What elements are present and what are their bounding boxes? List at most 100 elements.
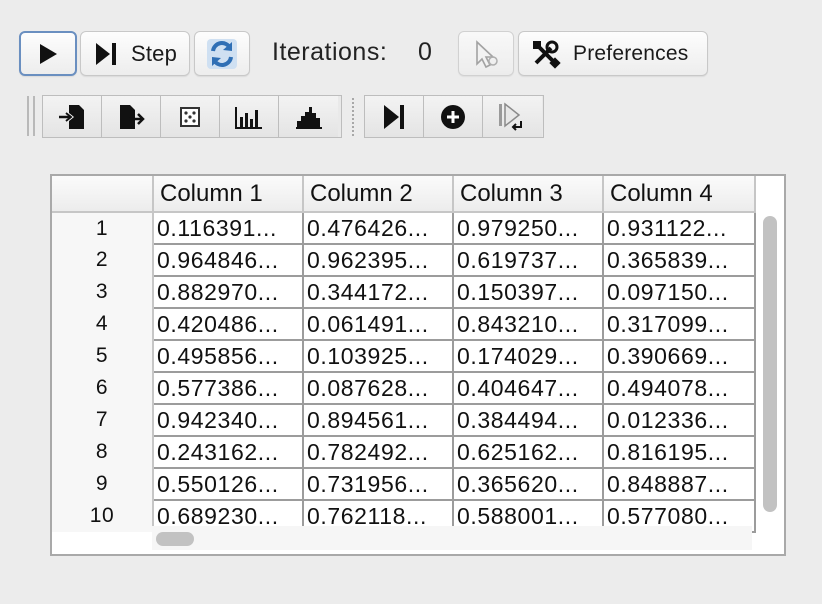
table-cell[interactable]: 0.384494... (453, 404, 604, 437)
column-header-4[interactable]: Column 4 (603, 176, 756, 213)
row-number: 8 (52, 436, 154, 468)
vertical-scrollbar[interactable] (763, 216, 777, 512)
step-end-button[interactable] (365, 96, 424, 137)
run-button[interactable] (19, 31, 77, 76)
table-cell[interactable]: 0.174029... (453, 340, 604, 373)
toolbar-grip[interactable] (27, 96, 29, 136)
step-toolbar (364, 95, 544, 138)
table-cell[interactable]: 0.243162... (153, 436, 304, 469)
table-cell[interactable]: 0.782492... (303, 436, 454, 469)
row-number: 6 (52, 372, 154, 404)
import-button[interactable] (43, 96, 102, 137)
row-number: 3 (52, 276, 154, 308)
row-header-corner (52, 176, 154, 213)
step-return-button[interactable] (483, 96, 542, 137)
table-cell[interactable]: 0.964846... (153, 244, 304, 277)
table-row[interactable]: 2 0.964846... 0.962395... 0.619737... 0.3658… (52, 244, 756, 277)
row-number: 5 (52, 340, 154, 372)
cursor-button[interactable] (458, 31, 514, 76)
bar-chart-icon (235, 106, 262, 129)
table-row[interactable]: 6 0.577386... 0.087628... 0.404647... 0.4940… (52, 372, 756, 405)
table-row[interactable]: 8 0.243162... 0.782492... 0.625162... 0.8161… (52, 436, 756, 469)
table-cell[interactable]: 0.848887... (603, 468, 756, 501)
histogram-button[interactable] (279, 96, 338, 137)
random-button[interactable] (161, 96, 220, 137)
table-cell[interactable]: 0.625162... (453, 436, 604, 469)
preferences-label: Preferences (573, 41, 689, 65)
dice-icon (180, 106, 200, 127)
tools-icon (533, 40, 561, 69)
table-cell[interactable]: 0.087628... (303, 372, 454, 405)
table-row[interactable]: 5 0.495856... 0.103925... 0.174029... 0.3906… (52, 340, 756, 373)
table-cell[interactable]: 0.097150... (603, 276, 756, 309)
table-cell[interactable]: 0.894561... (303, 404, 454, 437)
table-cell[interactable]: 0.962395... (303, 244, 454, 277)
column-header-2[interactable]: Column 2 (303, 176, 454, 213)
table-cell[interactable]: 0.476426... (303, 212, 454, 245)
bar-chart-button[interactable] (220, 96, 279, 137)
row-number: 2 (52, 244, 154, 276)
add-button[interactable] (424, 96, 483, 137)
cursor-icon (476, 39, 498, 68)
table-cell[interactable]: 0.103925... (303, 340, 454, 373)
toolbar-separator (352, 98, 354, 136)
table-row[interactable]: 9 0.550126... 0.731956... 0.365620... 0.8488… (52, 468, 756, 501)
table-cell[interactable]: 0.344172... (303, 276, 454, 309)
table-cell[interactable]: 0.116391... (153, 212, 304, 245)
table-cell[interactable]: 0.816195... (603, 436, 756, 469)
data-table-panel: Column 1 Column 2 Column 3 Column 4 1 0.1… (50, 174, 786, 556)
iterations-value: 0 (418, 38, 432, 66)
table-cell[interactable]: 0.365839... (603, 244, 756, 277)
reset-button[interactable] (194, 31, 250, 76)
table-cell[interactable]: 0.731956... (303, 468, 454, 501)
table-cell[interactable]: 0.577386... (153, 372, 304, 405)
export-icon (120, 104, 145, 129)
step-button[interactable]: Step (80, 31, 190, 76)
row-number: 7 (52, 404, 154, 436)
table-cell[interactable]: 0.061491... (303, 308, 454, 341)
table-cell[interactable]: 0.495856... (153, 340, 304, 373)
table-cell[interactable]: 0.365620... (453, 468, 604, 501)
row-number: 9 (52, 468, 154, 500)
row-number: 4 (52, 308, 154, 340)
export-button[interactable] (102, 96, 161, 137)
table-cell[interactable]: 0.942340... (153, 404, 304, 437)
step-end-icon (384, 104, 404, 129)
histogram-icon (295, 106, 322, 129)
table-row[interactable]: 1 0.116391... 0.476426... 0.979250... 0.9311… (52, 212, 756, 245)
row-number: 1 (52, 212, 154, 244)
horizontal-scrollbar[interactable] (156, 532, 194, 546)
table-cell[interactable]: 0.882970... (153, 276, 304, 309)
table-row[interactable]: 4 0.420486... 0.061491... 0.843210... 0.3170… (52, 308, 756, 341)
preferences-button[interactable]: Preferences (518, 31, 708, 76)
table-cell[interactable]: 0.979250... (453, 212, 604, 245)
table-cell[interactable]: 0.150397... (453, 276, 604, 309)
toolbar-grip-inner (33, 96, 35, 136)
table-header-row: Column 1 Column 2 Column 3 Column 4 (52, 176, 756, 213)
horizontal-scroll-track (152, 526, 752, 550)
column-header-3[interactable]: Column 3 (453, 176, 604, 213)
play-icon (40, 43, 57, 64)
iterations-label: Iterations: (272, 38, 388, 66)
table-cell[interactable]: 0.012336... (603, 404, 756, 437)
table-cell[interactable]: 0.317099... (603, 308, 756, 341)
column-header-1[interactable]: Column 1 (153, 176, 304, 213)
step-label: Step (130, 40, 178, 66)
table-row[interactable]: 7 0.942340... 0.894561... 0.384494... 0.0123… (52, 404, 756, 437)
data-table: Column 1 Column 2 Column 3 Column 4 1 0.1… (52, 176, 756, 533)
add-circle-icon (441, 104, 465, 129)
table-cell[interactable]: 0.931122... (603, 212, 756, 245)
table-cell[interactable]: 0.390669... (603, 340, 756, 373)
row-number: 10 (52, 500, 154, 532)
refresh-icon (207, 38, 237, 69)
table-cell[interactable]: 0.420486... (153, 308, 304, 341)
table-cell[interactable]: 0.550126... (153, 468, 304, 501)
step-return-icon (498, 101, 522, 131)
data-toolbar (42, 95, 342, 138)
table-cell[interactable]: 0.494078... (603, 372, 756, 405)
step-forward-icon (95, 42, 116, 65)
table-cell[interactable]: 0.843210... (453, 308, 604, 341)
table-row[interactable]: 3 0.882970... 0.344172... 0.150397... 0.0971… (52, 276, 756, 309)
table-cell[interactable]: 0.619737... (453, 244, 604, 277)
table-cell[interactable]: 0.404647... (453, 372, 604, 405)
